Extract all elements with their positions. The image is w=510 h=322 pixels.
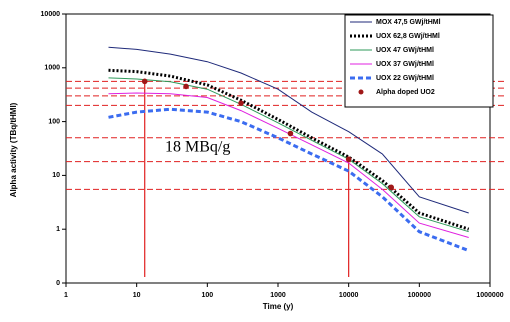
x-tick-label: 100000 bbox=[408, 292, 431, 299]
legend-label: UOX 62,8 GWj/tHMl bbox=[376, 33, 440, 40]
y-tick-label: 1000 bbox=[44, 65, 60, 72]
legend-label: UOX 22 GWj/tHMl bbox=[376, 75, 434, 82]
x-tick-label: 100 bbox=[201, 292, 213, 299]
legend-label: UOX 47 GWj/tHMl bbox=[376, 47, 434, 54]
y-tick-label: 1 bbox=[56, 226, 60, 233]
x-tick-label: 10 bbox=[133, 292, 141, 299]
data-point bbox=[345, 156, 352, 163]
annotation: 18 MBq/g bbox=[165, 139, 230, 156]
data-line bbox=[108, 77, 469, 233]
y-tick-label: 100 bbox=[48, 118, 60, 125]
y-tick-label: 0 bbox=[56, 280, 60, 287]
data-line bbox=[108, 107, 470, 253]
x-tick-label: 1000 bbox=[270, 292, 286, 299]
legend-label: Alpha doped UO2 bbox=[376, 89, 435, 96]
legend-label: UOX 37 GWj/tHMl bbox=[376, 61, 434, 68]
legend-label: MOX 47,5 GWj/tHMl bbox=[376, 19, 441, 26]
x-axis-label: Time (y) bbox=[263, 302, 294, 311]
data-line bbox=[108, 68, 470, 231]
x-tick-label: 10000 bbox=[339, 292, 359, 299]
y-axis-label: Alpha activity (TBq/tHMl) bbox=[9, 102, 18, 197]
data-line bbox=[108, 46, 469, 214]
data-point bbox=[183, 83, 189, 90]
y-tick-label: 10000 bbox=[41, 11, 61, 18]
x-tick-label: 1 bbox=[64, 292, 68, 299]
data-point bbox=[388, 184, 395, 191]
y-tick-label: 10 bbox=[52, 172, 60, 179]
legend-marker bbox=[358, 89, 364, 95]
data-point bbox=[141, 78, 148, 85]
data-point bbox=[287, 130, 294, 137]
data-point bbox=[238, 100, 244, 106]
x-tick-label: 1000000 bbox=[476, 292, 503, 299]
data-line bbox=[108, 92, 469, 238]
legend bbox=[344, 14, 494, 108]
